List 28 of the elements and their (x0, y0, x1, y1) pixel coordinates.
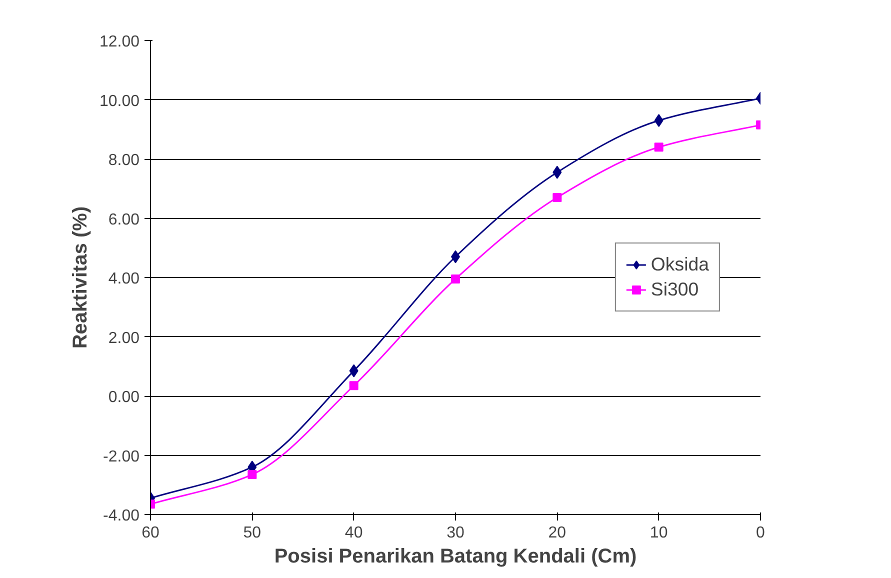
point (349, 381, 358, 390)
point (349, 364, 358, 378)
x-tick-label: 50 (243, 524, 262, 542)
y-tick-label: 2.00 (108, 330, 140, 347)
y-tick-label: -4.00 (103, 508, 140, 524)
point (248, 470, 257, 480)
point (552, 193, 562, 202)
point (451, 274, 460, 284)
point (654, 114, 664, 127)
y-tick-label: 10.00 (99, 92, 140, 110)
x-axis-title: Posisi Penarikan Batang Kendali (Cm) (274, 546, 637, 568)
y-tick-label: 6.00 (108, 211, 140, 228)
x-tick-label: 60 (142, 524, 160, 542)
legend-label: Si300 (650, 278, 699, 300)
x-tick-label: 30 (446, 524, 464, 542)
y-tick-label: 4.00 (108, 270, 140, 288)
x-tick-label: 20 (548, 524, 566, 542)
point (654, 142, 664, 152)
y-tick-label: 8.00 (108, 152, 140, 169)
y-tick-label: 0.00 (108, 389, 140, 406)
y-axis-title: Reaktivitas (%) (69, 206, 92, 349)
x-tick-label: 10 (650, 524, 668, 542)
y-tick-label: 12.00 (99, 34, 140, 50)
x-tick-label: 40 (344, 524, 363, 542)
x-tick-label: 0 (756, 524, 766, 542)
legend-label: Oksida (650, 254, 709, 276)
y-tick-label: -2.00 (103, 448, 140, 466)
point (552, 166, 562, 179)
